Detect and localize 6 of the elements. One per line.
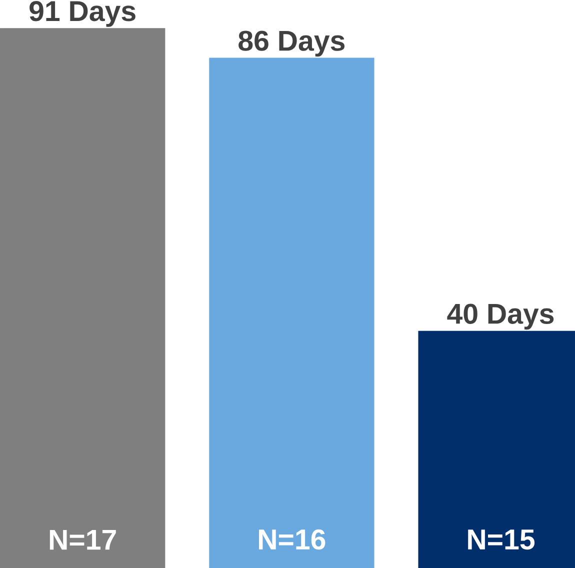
data-label: 91 Days [30, 0, 136, 27]
annotation: N=16 [259, 529, 326, 550]
data-label: 40 Days [447, 304, 554, 330]
annotation: N=17 [50, 530, 116, 550]
data-label: 86 Days [238, 30, 345, 56]
annotation: N=15 [468, 530, 535, 550]
